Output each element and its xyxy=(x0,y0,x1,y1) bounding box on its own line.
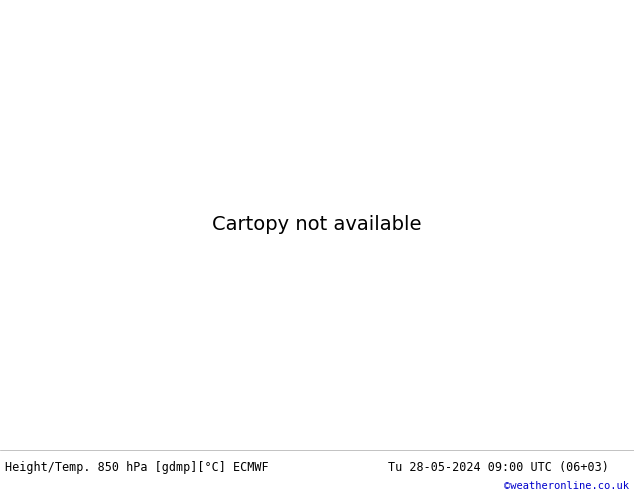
Text: Cartopy not available: Cartopy not available xyxy=(212,216,422,234)
Text: ©weatheronline.co.uk: ©weatheronline.co.uk xyxy=(504,481,629,490)
Text: Height/Temp. 850 hPa [gdmp][°C] ECMWF: Height/Temp. 850 hPa [gdmp][°C] ECMWF xyxy=(5,461,269,474)
Text: Tu 28-05-2024 09:00 UTC (06+03): Tu 28-05-2024 09:00 UTC (06+03) xyxy=(388,461,609,474)
